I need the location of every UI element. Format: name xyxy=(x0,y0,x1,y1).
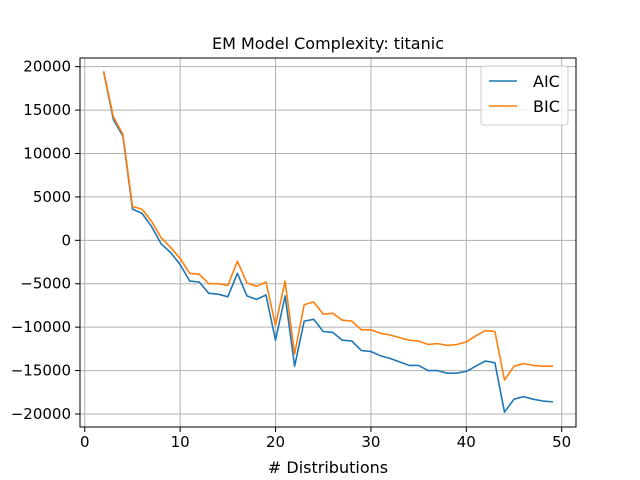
x-tick-label: 50 xyxy=(552,433,571,451)
y-tick-label: −15000 xyxy=(11,362,71,380)
legend-label-bic: BIC xyxy=(533,97,560,116)
y-tick-label: 0 xyxy=(61,231,71,249)
y-tick-label: −20000 xyxy=(11,405,71,423)
x-axis-title: # Distributions xyxy=(268,458,388,477)
y-tick-label: 20000 xyxy=(23,58,71,76)
x-tick-label: 0 xyxy=(80,433,90,451)
y-tick-label: 10000 xyxy=(23,145,71,163)
series-layer xyxy=(102,70,554,414)
x-tick-label: 10 xyxy=(171,433,190,451)
plot-frame xyxy=(79,57,577,428)
legend-label-aic: AIC xyxy=(533,72,560,91)
y-tick-label: −5000 xyxy=(20,275,71,293)
y-tick-label: 5000 xyxy=(33,188,71,206)
chart-title: EM Model Complexity: titanic xyxy=(212,34,444,53)
series-line-aic xyxy=(102,71,554,414)
legend: AIC BIC xyxy=(480,65,569,126)
y-tick-label: 15000 xyxy=(23,101,71,119)
series-line-bic xyxy=(102,70,554,381)
grid xyxy=(80,58,576,427)
x-tick-label: 40 xyxy=(457,433,476,451)
x-tick-label: 30 xyxy=(361,433,380,451)
y-tick-label: −10000 xyxy=(11,318,71,336)
ticks: 0 10 20 30 40 50 −20000 −15000 −10000 −5000 0 5000 1… xyxy=(11,58,572,451)
x-tick-label: 20 xyxy=(266,433,285,451)
